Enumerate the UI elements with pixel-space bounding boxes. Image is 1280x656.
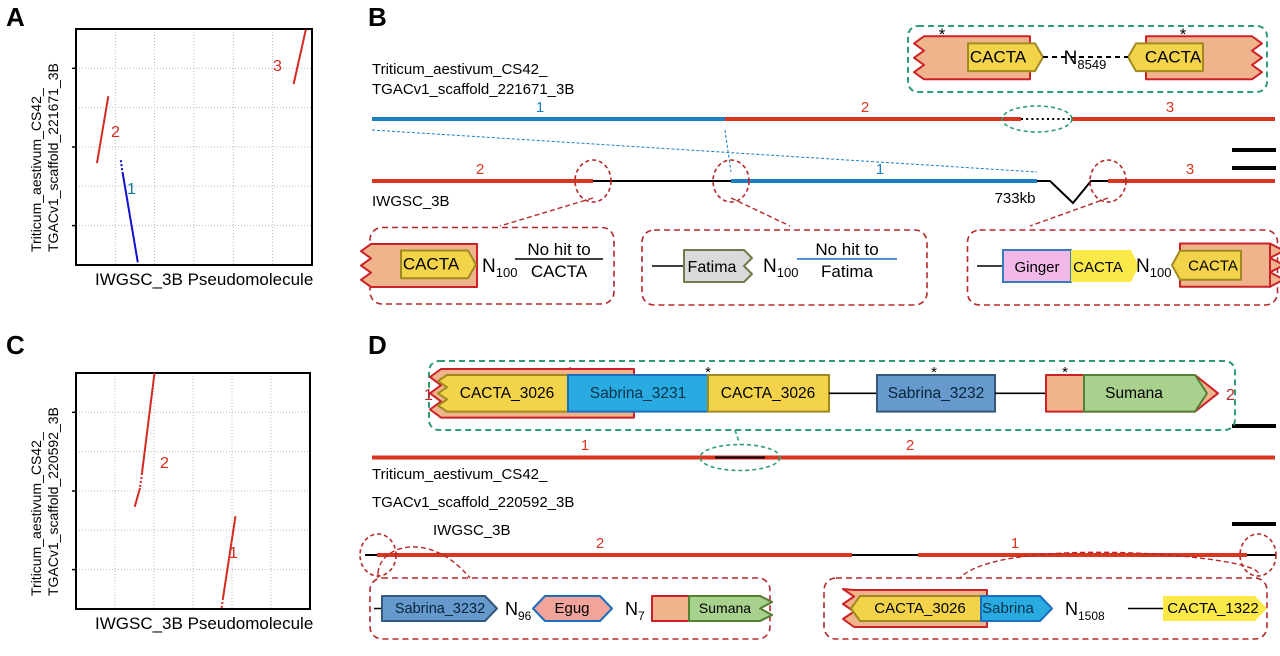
svg-text:Sabrina: Sabrina: [982, 600, 1034, 617]
svg-text:CACTA_3026: CACTA_3026: [460, 385, 554, 402]
svg-text:CACTA_3026: CACTA_3026: [721, 385, 815, 402]
svg-text:Sabrina_3232: Sabrina_3232: [395, 601, 485, 617]
svg-text:CACTA_3026: CACTA_3026: [874, 600, 965, 617]
svg-text:1: 1: [424, 387, 433, 404]
svg-text:2: 2: [1226, 387, 1235, 404]
svg-text:1: 1: [581, 437, 589, 454]
svg-text:Sumana: Sumana: [1105, 385, 1163, 402]
svg-text:2: 2: [906, 437, 914, 454]
svg-text:Sabrina_3231: Sabrina_3231: [590, 385, 687, 402]
svg-text:Sumana: Sumana: [699, 600, 751, 616]
svg-text:2: 2: [596, 535, 604, 552]
svg-text:N7: N7: [625, 599, 645, 623]
svg-text:N1508: N1508: [1065, 599, 1105, 623]
svg-text:Sabrina_3232: Sabrina_3232: [888, 385, 985, 402]
svg-text:N96: N96: [505, 599, 532, 623]
svg-text:CACTA_1322: CACTA_1322: [1167, 600, 1258, 617]
svg-text:Egug: Egug: [554, 600, 589, 617]
svg-text:1: 1: [1011, 535, 1019, 552]
